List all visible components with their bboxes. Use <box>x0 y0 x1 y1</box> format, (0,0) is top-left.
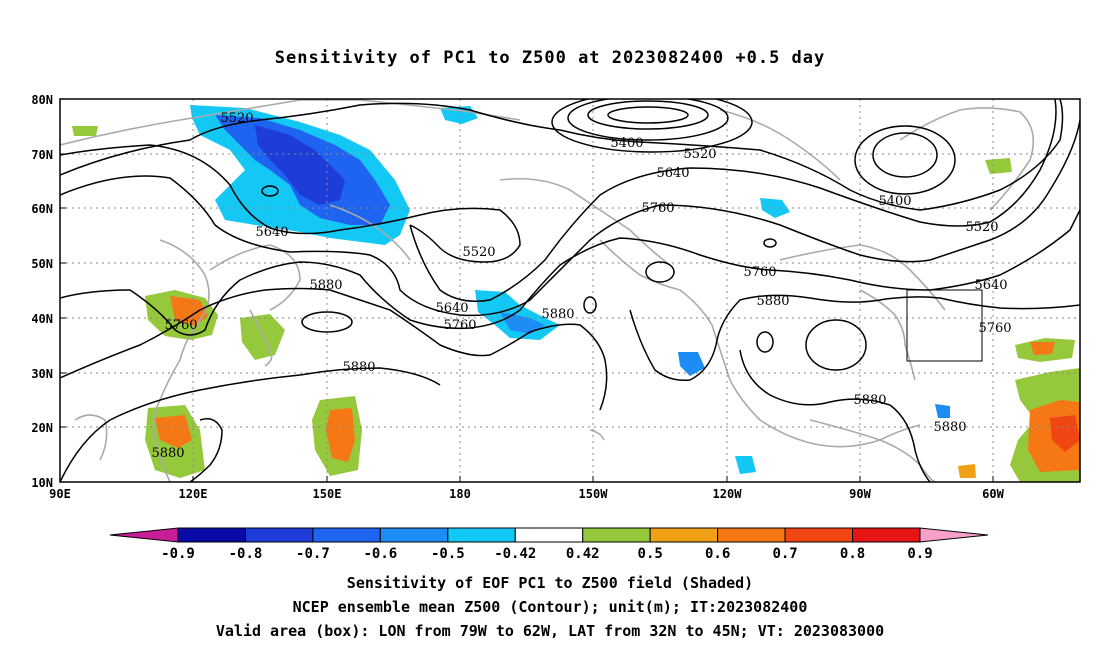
lat-label: 50N <box>31 257 53 271</box>
colorbar-swatch <box>582 527 651 543</box>
contour-label: 5760 <box>978 321 1011 336</box>
lon-label: 120W <box>713 487 743 501</box>
gridlines <box>60 99 1080 482</box>
colorbar-label: -0.5 <box>431 546 465 562</box>
shade-negative-siberia-dark <box>255 125 345 205</box>
shade-positive-arctic-small <box>72 126 98 136</box>
colorbar-swatch <box>717 527 786 543</box>
shade-positive-philippine-sea-core <box>326 408 355 462</box>
colorbar-swatch <box>649 527 719 543</box>
lat-label: 10N <box>31 476 53 490</box>
contour-label: 5880 <box>933 420 966 435</box>
colorbar-swatch <box>379 527 449 543</box>
contour-label: 5880 <box>151 446 184 461</box>
contour-label: 5880 <box>309 278 342 293</box>
shade-positive-japan <box>240 314 285 360</box>
lon-label: 60W <box>982 487 1004 501</box>
colorbar-label: -0.42 <box>494 546 536 562</box>
shade-positive-atlantic-north-core <box>1030 342 1055 355</box>
colorbar-low-extend <box>109 527 179 543</box>
contour-label: 5760 <box>743 265 776 280</box>
valid-area-box <box>906 289 983 362</box>
colorbar-label: -0.9 <box>161 546 195 562</box>
contour-label: 5880 <box>756 294 789 309</box>
latitude-labels: 80N 70N 60N 50N 40N 30N 20N 10N <box>31 93 53 490</box>
shade-positive-scs-core <box>155 415 192 448</box>
shade-negative-baja <box>678 352 705 376</box>
lat-label: 20N <box>31 421 53 435</box>
colorbar-label: -0.7 <box>296 546 330 562</box>
lat-label: 30N <box>31 367 53 381</box>
colorbar-swatch <box>177 527 246 543</box>
contour-label: 5640 <box>656 166 689 181</box>
colorbar-label: 0.5 <box>638 546 663 562</box>
colorbar-label: -0.8 <box>229 546 263 562</box>
contour-label: 5880 <box>541 307 574 322</box>
lon-label: 90W <box>849 487 871 501</box>
caption-shaded: Sensitivity of EOF PC1 to Z500 field (Sh… <box>346 574 754 592</box>
contour-label: 5640 <box>435 301 468 316</box>
contour-label: 5520 <box>965 220 998 235</box>
coastlines <box>60 99 1035 482</box>
shade-positive-greenland <box>985 158 1012 174</box>
shade-negative-arctic-small <box>440 106 478 124</box>
shade-negative-caribbean <box>935 404 950 418</box>
contour-label: 5520 <box>462 245 495 260</box>
colorbar-swatch <box>852 527 921 543</box>
lat-label: 70N <box>31 148 53 162</box>
z500-contours <box>60 99 1080 482</box>
contour-label: 5640 <box>255 225 288 240</box>
contour-label: 5760 <box>443 318 476 333</box>
longitude-labels: 90E 120E 150E 180 150W 120W 90W 60W <box>49 487 1004 501</box>
colorbar-label: 0.42 <box>566 546 600 562</box>
colorbar-label: 0.9 <box>907 546 932 562</box>
shade-positive-gulf <box>958 464 976 478</box>
lat-label: 80N <box>31 93 53 107</box>
lon-label: 180 <box>449 487 471 501</box>
colorbar-label: 0.7 <box>772 546 797 562</box>
contour-label: 5520 <box>683 147 716 162</box>
colorbar-swatch <box>447 527 516 543</box>
lon-label: 150E <box>313 487 342 501</box>
colorbar-label: -0.6 <box>364 546 398 562</box>
caption-contour: NCEP ensemble mean Z500 (Contour); unit(… <box>292 598 808 616</box>
shading-layer <box>72 105 1080 482</box>
colorbar-swatch <box>312 527 381 543</box>
contour-label: 5520 <box>220 111 253 126</box>
colorbar-label: 0.6 <box>705 546 730 562</box>
map-frame <box>59 98 1081 483</box>
caption-valid-area: Valid area (box): LON from 79W to 62W, L… <box>215 622 885 640</box>
colorbar-label: 0.8 <box>840 546 865 562</box>
lon-label: 120E <box>179 487 208 501</box>
contour-label: 5880 <box>342 360 375 375</box>
lon-label: 90E <box>49 487 71 501</box>
lat-label: 60N <box>31 202 53 216</box>
colorbar-swatch <box>514 527 584 543</box>
colorbar-swatch <box>244 527 314 543</box>
contour-label: 5760 <box>641 201 674 216</box>
lat-label: 40N <box>31 312 53 326</box>
shade-negative-east-pacific <box>735 456 756 474</box>
tick-marks <box>60 153 994 482</box>
contour-label: 5640 <box>974 278 1007 293</box>
contour-labels: 5520 5400 5520 5640 5400 5760 5520 5640 5520 5760… <box>151 111 1011 461</box>
contour-label: 5400 <box>610 136 643 151</box>
lon-label: 150W <box>579 487 609 501</box>
contour-label: 5400 <box>878 194 911 209</box>
colorbar-high-extend <box>919 527 989 543</box>
colorbar: -0.9 -0.8 -0.7 -0.6 -0.5 -0.42 0.42 0.5 0.6 0.7 0.… <box>109 527 989 562</box>
map-title: Sensitivity of PC1 to Z500 at 2023082400… <box>274 48 826 68</box>
shade-positive-atlantic-red <box>1050 415 1080 452</box>
colorbar-swatch <box>784 527 854 543</box>
contour-label: 5880 <box>853 393 886 408</box>
contour-label: 5760 <box>164 318 197 333</box>
